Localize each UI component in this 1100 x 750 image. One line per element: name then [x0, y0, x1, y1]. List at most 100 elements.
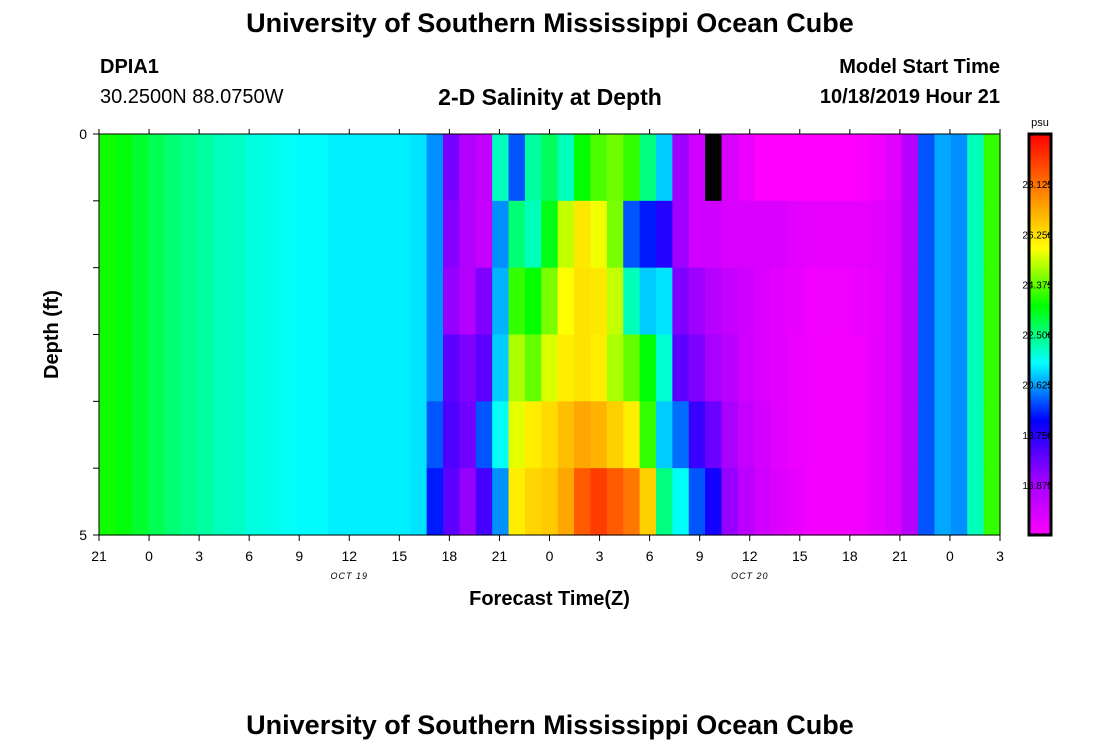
heatmap-cell [475, 401, 493, 469]
heatmap-cell [852, 334, 870, 402]
salinity-chart: 21 0 3 6 9 12 15 18 21 0 3 6 9 12 15 18 21 0 3 OCT 19 OCT 20… [41, 117, 1053, 610]
heatmap-cell [180, 200, 198, 269]
heatmap-cell [213, 200, 231, 269]
heatmap-cell [230, 267, 248, 336]
heatmap-cell [639, 267, 657, 336]
heatmap-cell [705, 267, 723, 336]
heatmap-cell [672, 134, 690, 202]
heatmap-cell [655, 401, 673, 469]
heatmap-cell [836, 134, 854, 202]
heatmap-cell [655, 468, 673, 536]
heatmap-cell [164, 468, 182, 536]
heatmap-cell [410, 468, 428, 536]
heatmap-cell [475, 334, 493, 402]
heatmap-cell [393, 267, 411, 336]
heatmap-cell [950, 134, 968, 202]
heatmap-cell [115, 267, 133, 336]
heatmap-cell [819, 267, 837, 336]
heatmap-cell [508, 334, 526, 402]
heatmap-cell [443, 267, 460, 336]
heatmap-cell [721, 267, 739, 336]
x-tick-label: 12 [341, 548, 357, 564]
heatmap-cell [836, 468, 854, 536]
heatmap-cell [885, 267, 903, 336]
heatmap-cell [787, 267, 805, 336]
heatmap-cell [623, 134, 641, 202]
heatmap-cell [787, 134, 805, 202]
heatmap-cell [197, 468, 215, 536]
heatmap-cell [197, 267, 215, 336]
heatmap-cell [688, 200, 706, 269]
heatmap-cell [967, 134, 985, 202]
heatmap-cell [246, 267, 264, 336]
heatmap-cell [672, 468, 690, 536]
heatmap-cell [443, 134, 460, 202]
heatmap-cell [197, 334, 215, 402]
heatmap-cell [393, 468, 411, 536]
heatmap-cell [180, 267, 198, 336]
heatmap-cell [361, 267, 379, 336]
heatmap-cell [590, 134, 608, 202]
heatmap-cell [328, 134, 346, 202]
heatmap-cell [410, 134, 428, 202]
heatmap-cell [983, 134, 1001, 202]
heatmap-cell [377, 200, 395, 269]
x-axis-label: Forecast Time(Z) [469, 588, 630, 610]
heatmap-cell [623, 267, 641, 336]
colorbar-unit: psu [1031, 117, 1049, 129]
heatmap-cell [344, 334, 362, 402]
heatmap-cell [590, 468, 608, 536]
heatmap-cell [574, 468, 592, 536]
heatmap-cell [295, 200, 313, 269]
heatmap-cell [754, 134, 772, 202]
heatmap-cell [524, 134, 542, 202]
heatmap-cell [311, 267, 329, 336]
heatmap-cell [262, 200, 280, 269]
heatmap-cell [557, 468, 575, 536]
heatmap-cell [279, 134, 297, 202]
heatmap-cell [754, 401, 772, 469]
heatmap-cell [787, 334, 805, 402]
heatmap-cell [131, 134, 149, 202]
heatmap-cell [590, 334, 608, 402]
heatmap-cell [426, 468, 444, 536]
heatmap-cell [737, 401, 755, 469]
heatmap-cell [344, 134, 362, 202]
heatmap-cell [868, 267, 886, 336]
heatmap-cell [737, 200, 755, 269]
heatmap-cell [672, 401, 690, 469]
heatmap-cell [967, 401, 985, 469]
heatmap-cell [197, 200, 215, 269]
heatmap-cell [770, 200, 788, 269]
heatmap-cell [180, 134, 198, 202]
heatmap-cell [311, 200, 329, 269]
heatmap-cell [590, 200, 608, 269]
footer-title: University of Southern Mississippi Ocean… [246, 710, 854, 740]
heatmap-cell [99, 200, 116, 269]
heatmap-cell [213, 334, 231, 402]
heatmap-cell [295, 267, 313, 336]
heatmap-cell [721, 334, 739, 402]
x-tick-label: 21 [91, 548, 107, 564]
heatmap-cell [524, 401, 542, 469]
heatmap-cell [836, 401, 854, 469]
heatmap-cell [148, 334, 166, 402]
heatmap-cell [705, 134, 723, 202]
heatmap-cell [918, 401, 936, 469]
heatmap-cell [852, 200, 870, 269]
x-tick-label: 9 [295, 548, 303, 564]
heatmap-cell [803, 134, 821, 202]
heatmap-cell [279, 200, 297, 269]
heatmap-cell [475, 134, 493, 202]
heatmap-cell [950, 200, 968, 269]
heatmap-cell [148, 468, 166, 536]
heatmap-cell [328, 200, 346, 269]
heatmap-cell [377, 267, 395, 336]
heatmap-cell [164, 401, 182, 469]
heatmap-cell [180, 334, 198, 402]
heatmap-cell [262, 468, 280, 536]
heatmap-cell [623, 401, 641, 469]
heatmap-cell [901, 334, 919, 402]
heatmap-cell [901, 267, 919, 336]
heatmap-cell [918, 267, 936, 336]
